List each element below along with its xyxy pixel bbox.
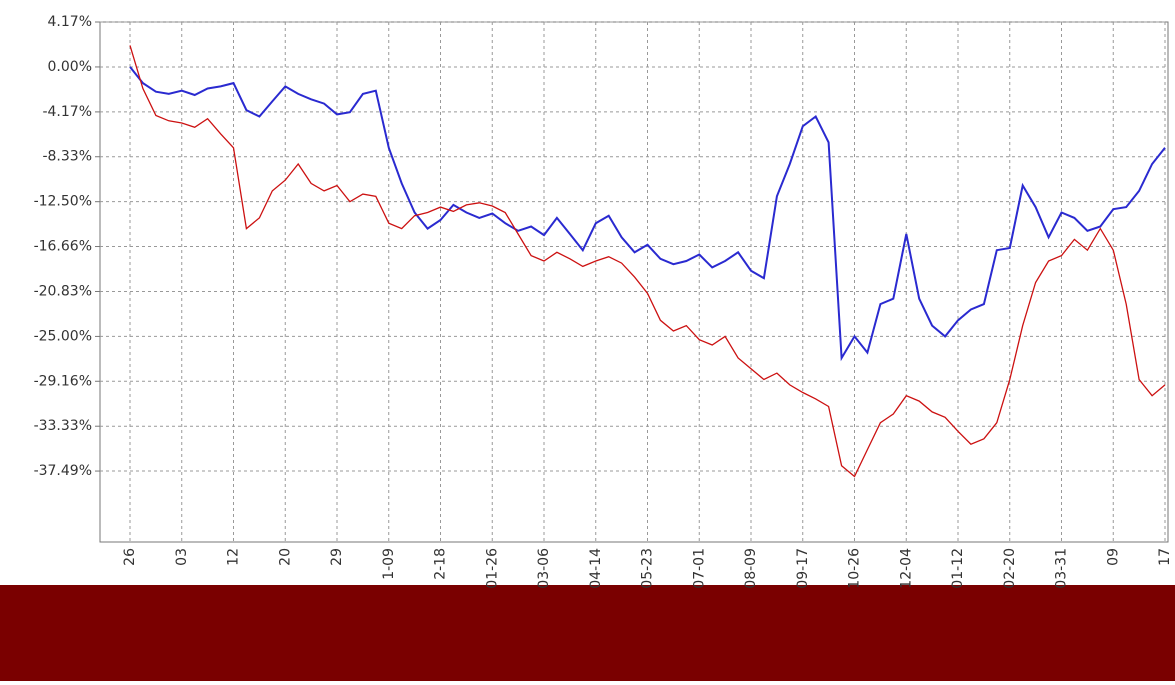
x-tick-label: 29 — [329, 548, 345, 566]
y-tick-label: -8.33% — [42, 149, 92, 165]
y-tick-label: 0.00% — [48, 59, 92, 75]
y-tick-label: -25.00% — [34, 328, 92, 344]
x-tick-label: 26 — [122, 548, 138, 566]
x-tick-label: 12-04 — [898, 548, 914, 589]
plot-area — [100, 22, 1168, 542]
x-tick-label: 17 — [1157, 548, 1173, 566]
glitch-band — [0, 585, 1175, 681]
y-tick-label: -16.66% — [34, 239, 92, 255]
x-tick-label: 10-26 — [847, 548, 863, 589]
x-tick-label: 03-31 — [1054, 548, 1070, 589]
x-tick-label: 20 — [277, 548, 293, 566]
x-tick-label: 2-18 — [433, 548, 449, 580]
y-tick-label: -37.49% — [34, 463, 92, 479]
page: {"chart_data": {"type": "line", "categor… — [0, 0, 1175, 685]
x-tick-label: 09 — [1105, 548, 1121, 566]
x-tick-label: 08-09 — [743, 548, 759, 589]
x-tick-label: 03 — [174, 548, 190, 566]
y-tick-label: -4.17% — [42, 104, 92, 120]
x-tick-label: 09-17 — [795, 548, 811, 589]
x-tick-label: 07-01 — [691, 548, 707, 589]
y-tick-label: -29.16% — [34, 373, 92, 389]
y-tick-label: -33.33% — [34, 418, 92, 434]
x-tick-label: 03-06 — [536, 548, 552, 589]
x-tick-label: 1-09 — [381, 548, 397, 580]
y-tick-label: -20.83% — [34, 283, 92, 299]
x-tick-label: 04-14 — [588, 548, 604, 589]
x-tick-label: 01-12 — [950, 548, 966, 589]
x-tick-label: 12 — [226, 548, 242, 566]
y-tick-label: -12.50% — [34, 194, 92, 210]
x-tick-label: 05-23 — [640, 548, 656, 589]
y-tick-label: 4.17% — [48, 14, 92, 30]
x-tick-label: 02-20 — [1002, 548, 1018, 589]
chart: 4.17% 0.00% -4.17% -8.33% -12.50% -16.66% -20.… — [0, 0, 1175, 681]
x-tick-label: 01-26 — [484, 548, 500, 589]
